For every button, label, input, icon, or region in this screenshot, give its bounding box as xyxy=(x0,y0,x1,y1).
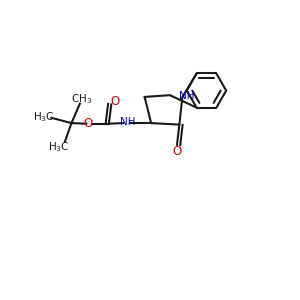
Text: H$_3$C: H$_3$C xyxy=(48,140,69,154)
Text: O: O xyxy=(172,145,182,158)
Text: O: O xyxy=(83,117,92,130)
Text: NH: NH xyxy=(179,92,194,101)
Text: CH$_3$: CH$_3$ xyxy=(71,92,92,106)
Text: O: O xyxy=(110,95,119,108)
Text: H$_3$C: H$_3$C xyxy=(33,110,55,124)
Text: NH: NH xyxy=(120,117,135,127)
